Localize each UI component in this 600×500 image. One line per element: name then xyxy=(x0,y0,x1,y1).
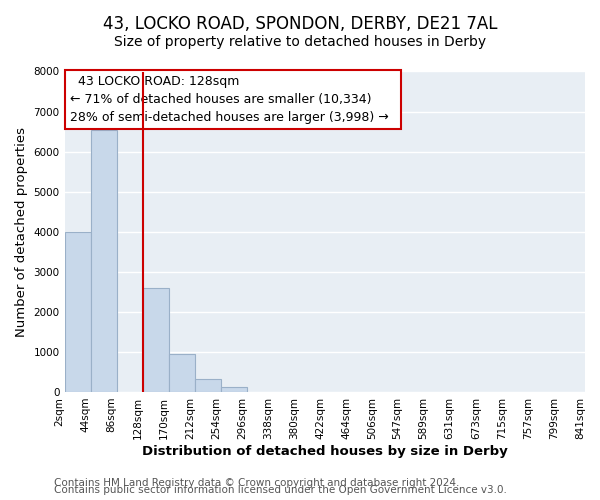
Text: 43 LOCKO ROAD: 128sqm
← 71% of detached houses are smaller (10,334)
28% of semi-: 43 LOCKO ROAD: 128sqm ← 71% of detached … xyxy=(70,74,397,124)
Bar xyxy=(91,130,116,392)
Bar xyxy=(65,232,91,392)
Bar xyxy=(195,378,221,392)
Bar xyxy=(221,387,247,392)
Text: Contains public sector information licensed under the Open Government Licence v3: Contains public sector information licen… xyxy=(54,485,507,495)
Bar xyxy=(169,354,195,392)
X-axis label: Distribution of detached houses by size in Derby: Distribution of detached houses by size … xyxy=(142,444,508,458)
Y-axis label: Number of detached properties: Number of detached properties xyxy=(15,126,28,336)
Text: Contains HM Land Registry data © Crown copyright and database right 2024.: Contains HM Land Registry data © Crown c… xyxy=(54,478,460,488)
Text: 43, LOCKO ROAD, SPONDON, DERBY, DE21 7AL: 43, LOCKO ROAD, SPONDON, DERBY, DE21 7AL xyxy=(103,15,497,33)
Text: Size of property relative to detached houses in Derby: Size of property relative to detached ho… xyxy=(114,35,486,49)
Bar xyxy=(143,288,169,392)
